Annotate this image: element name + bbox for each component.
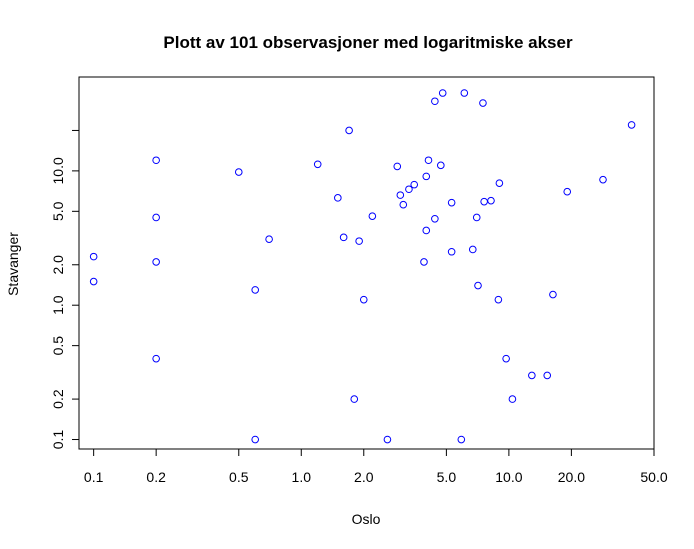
data-point <box>368 212 377 220</box>
data-point <box>152 258 160 266</box>
data-points <box>89 89 636 444</box>
data-point <box>437 161 445 170</box>
y-tick-label: 1.0 <box>50 295 66 315</box>
data-point <box>422 172 431 181</box>
data-point <box>383 435 392 444</box>
y-tick-label: 0.2 <box>50 389 66 409</box>
data-point <box>334 194 342 202</box>
x-axis: 0.1 0.2 0.5 1.0 2.0 5.0 10.0 20.0 50.0 <box>84 449 668 485</box>
data-point <box>399 200 408 209</box>
y-axis-label: Stavanger <box>5 232 21 296</box>
data-point <box>474 281 482 290</box>
data-point <box>447 247 456 256</box>
data-point <box>152 156 160 165</box>
data-point <box>528 371 536 380</box>
data-point <box>420 258 428 266</box>
data-point <box>234 168 243 176</box>
data-point <box>494 295 503 304</box>
chart-title: Plott av 101 observasjoner med logaritmi… <box>163 33 573 52</box>
data-point <box>422 226 431 235</box>
data-point <box>359 295 368 304</box>
y-tick-label: 5.0 <box>50 201 66 221</box>
x-tick-label: 2.0 <box>354 469 374 485</box>
data-point <box>152 213 160 222</box>
data-point <box>543 371 552 380</box>
data-point <box>431 97 439 106</box>
data-point <box>89 252 98 261</box>
y-tick-label: 0.5 <box>50 336 66 356</box>
y-axis: 0.1 0.2 0.5 1.0 2.0 5.0 10.0 <box>50 129 79 450</box>
data-point <box>447 198 456 207</box>
data-point <box>405 185 413 194</box>
data-point <box>599 175 607 184</box>
x-tick-label: 1.0 <box>292 469 312 485</box>
data-point <box>487 196 495 205</box>
data-point <box>472 213 481 222</box>
y-tick-label: 2.0 <box>50 255 66 275</box>
data-point <box>502 354 510 363</box>
y-tick-label: 10.0 <box>50 157 66 184</box>
x-tick-label: 10.0 <box>495 469 522 485</box>
data-point <box>345 126 353 135</box>
data-point <box>438 89 447 97</box>
x-tick-label: 0.1 <box>84 469 104 485</box>
data-point <box>424 156 433 165</box>
data-point <box>350 395 359 403</box>
data-point <box>89 277 98 286</box>
y-tick-label: 0.1 <box>50 430 66 450</box>
data-point <box>457 435 466 444</box>
data-point <box>468 245 477 254</box>
data-point <box>410 180 419 189</box>
data-point <box>563 187 572 196</box>
plot-frame <box>78 76 655 450</box>
x-tick-label: 0.2 <box>146 469 166 485</box>
x-tick-label: 0.5 <box>229 469 249 485</box>
data-point <box>251 435 260 444</box>
data-point <box>508 395 517 403</box>
data-point <box>265 235 273 244</box>
data-point <box>355 237 363 245</box>
data-point <box>339 233 348 242</box>
data-point <box>251 286 260 294</box>
data-point <box>479 99 487 107</box>
x-tick-label: 20.0 <box>558 469 585 485</box>
data-point <box>480 197 488 206</box>
data-point <box>152 354 160 363</box>
data-point <box>495 179 504 187</box>
data-point <box>460 89 469 97</box>
data-point <box>396 191 405 199</box>
data-point <box>431 214 439 223</box>
x-axis-label: Oslo <box>352 511 381 527</box>
data-point <box>313 160 322 169</box>
data-point <box>393 162 402 171</box>
x-tick-label: 5.0 <box>437 469 457 485</box>
data-point <box>549 290 557 299</box>
data-point <box>627 121 636 129</box>
x-tick-label: 50.0 <box>640 469 667 485</box>
